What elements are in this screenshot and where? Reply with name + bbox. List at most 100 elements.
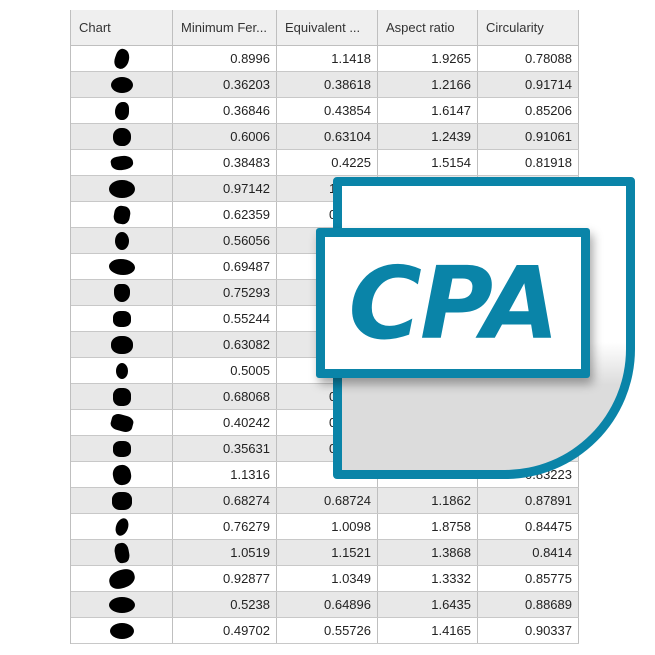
column-header[interactable]: Circularity <box>478 10 579 45</box>
results-table: Chart Minimum Fer... Equivalent ... Aspect … <box>70 10 579 644</box>
particle-silhouette-icon <box>110 76 133 93</box>
table-row[interactable]: 0.6006 0.63104 1.2439 0.91061 <box>71 124 579 150</box>
table-row[interactable]: 0.76279 1.0098 1.8758 0.84475 <box>71 514 579 540</box>
table-row[interactable]: 0.5238 0.64896 1.6435 0.88689 <box>71 592 579 618</box>
table-cell: 0.4225 <box>277 150 378 175</box>
particle-silhouette-icon <box>115 362 128 379</box>
table-cell: 0.55726 <box>277 618 378 643</box>
table-row[interactable]: 0.63082 <box>71 332 579 358</box>
table-row[interactable]: 0.38483 0.4225 1.5154 0.81918 <box>71 150 579 176</box>
table-cell <box>277 306 378 331</box>
table-cell: 0.56056 <box>173 228 277 253</box>
table-row[interactable]: 0.36846 0.43854 1.6147 0.85206 <box>71 98 579 124</box>
chart-cell <box>71 618 173 643</box>
table-row[interactable]: 0.55244 <box>71 306 579 332</box>
column-header[interactable]: Aspect ratio <box>378 10 478 45</box>
table-cell: 0.43854 <box>277 98 378 123</box>
chart-cell <box>71 566 173 591</box>
table-row[interactable]: 0.62359 0.6 <box>71 202 579 228</box>
chart-cell <box>71 540 173 565</box>
chart-cell <box>71 436 173 461</box>
table-cell: 0.49702 <box>173 618 277 643</box>
particle-silhouette-icon <box>112 310 131 327</box>
particle-silhouette-icon <box>108 258 135 275</box>
particle-silhouette-icon <box>112 515 131 538</box>
table-cell: 0.3 <box>277 436 378 461</box>
table-cell: 1.3332 <box>378 566 478 591</box>
table-cell: 0.85206 <box>478 98 579 123</box>
table-row[interactable]: 0.35631 0.3 <box>71 436 579 462</box>
table-cell <box>277 358 378 383</box>
table-row[interactable]: 1.0519 1.1521 1.3868 0.8414 <box>71 540 579 566</box>
particle-silhouette-icon <box>108 596 135 613</box>
table-row[interactable]: 0.56056 <box>71 228 579 254</box>
particle-silhouette-icon <box>112 541 131 564</box>
table-cell: 0.68274 <box>173 488 277 513</box>
table-cell: 0.5238 <box>173 592 277 617</box>
particle-silhouette-icon <box>112 440 131 457</box>
table-row[interactable]: 0.5005 <box>71 358 579 384</box>
table-cell: 0.76279 <box>173 514 277 539</box>
table-cell <box>478 358 579 383</box>
table-row[interactable]: 0.97142 1 <box>71 176 579 202</box>
particle-silhouette-icon <box>108 179 135 198</box>
table-cell <box>378 202 478 227</box>
table-cell: 0.97142 <box>173 176 277 201</box>
table-cell <box>277 254 378 279</box>
table-cell: 1.1316 <box>173 462 277 487</box>
particle-silhouette-icon <box>110 463 133 486</box>
table-row[interactable]: 0.68274 0.68724 1.1862 0.87891 <box>71 488 579 514</box>
particle-silhouette-icon <box>112 204 131 225</box>
chart-cell <box>71 384 173 409</box>
table-header: Chart Minimum Fer... Equivalent ... Aspect … <box>71 10 579 46</box>
table-cell: 1.5154 <box>378 150 478 175</box>
table-row[interactable]: 0.69487 <box>71 254 579 280</box>
table-cell: 0.87891 <box>478 488 579 513</box>
table-cell: 0.38483 <box>173 150 277 175</box>
table-cell: 0.91061 <box>478 124 579 149</box>
table-cell <box>478 436 579 461</box>
table-cell <box>378 254 478 279</box>
table-row[interactable]: 0.75293 <box>71 280 579 306</box>
column-header[interactable]: Minimum Fer... <box>173 10 277 45</box>
table-cell <box>378 306 478 331</box>
table-cell: 1.0519 <box>173 540 277 565</box>
chart-cell <box>71 306 173 331</box>
table-row[interactable]: 0.8996 1.1418 1.9265 0.78088 <box>71 46 579 72</box>
column-header[interactable]: Equivalent ... <box>277 10 378 45</box>
table-cell <box>478 254 579 279</box>
table-row[interactable]: 0.92877 1.0349 1.3332 0.85775 <box>71 566 579 592</box>
table-cell: 0.64896 <box>277 592 378 617</box>
table-cell: 1.1521 <box>277 540 378 565</box>
chart-cell <box>71 228 173 253</box>
table-row[interactable]: 0.49702 0.55726 1.4165 0.90337 <box>71 618 579 644</box>
table-row[interactable]: 1.1316 0.83223 <box>71 462 579 488</box>
chart-cell <box>71 124 173 149</box>
table-row[interactable]: 0.40242 0.4 <box>71 410 579 436</box>
table-row[interactable]: 0.68068 0.7 <box>71 384 579 410</box>
table-row[interactable]: 0.36203 0.38618 1.2166 0.91714 <box>71 72 579 98</box>
table-cell: 0.5005 <box>173 358 277 383</box>
table-cell <box>277 332 378 357</box>
particle-silhouette-icon <box>106 566 137 591</box>
table-cell: 0.90337 <box>478 618 579 643</box>
table-cell: 0.68724 <box>277 488 378 513</box>
particle-silhouette-icon <box>113 283 130 302</box>
table-cell: 1 <box>277 176 378 201</box>
chart-cell <box>71 98 173 123</box>
particle-silhouette-icon <box>114 101 129 120</box>
chart-cell <box>71 150 173 175</box>
table-cell: 0.6006 <box>173 124 277 149</box>
table-cell <box>478 202 579 227</box>
table-cell <box>277 228 378 253</box>
particle-silhouette-icon <box>111 491 132 510</box>
chart-cell <box>71 72 173 97</box>
column-header[interactable]: Chart <box>71 10 173 45</box>
table-cell <box>378 436 478 461</box>
table-cell: 1.2439 <box>378 124 478 149</box>
chart-cell <box>71 202 173 227</box>
chart-cell <box>71 254 173 279</box>
table-cell: 1.3868 <box>378 540 478 565</box>
table-cell: 0.68068 <box>173 384 277 409</box>
chart-cell <box>71 592 173 617</box>
